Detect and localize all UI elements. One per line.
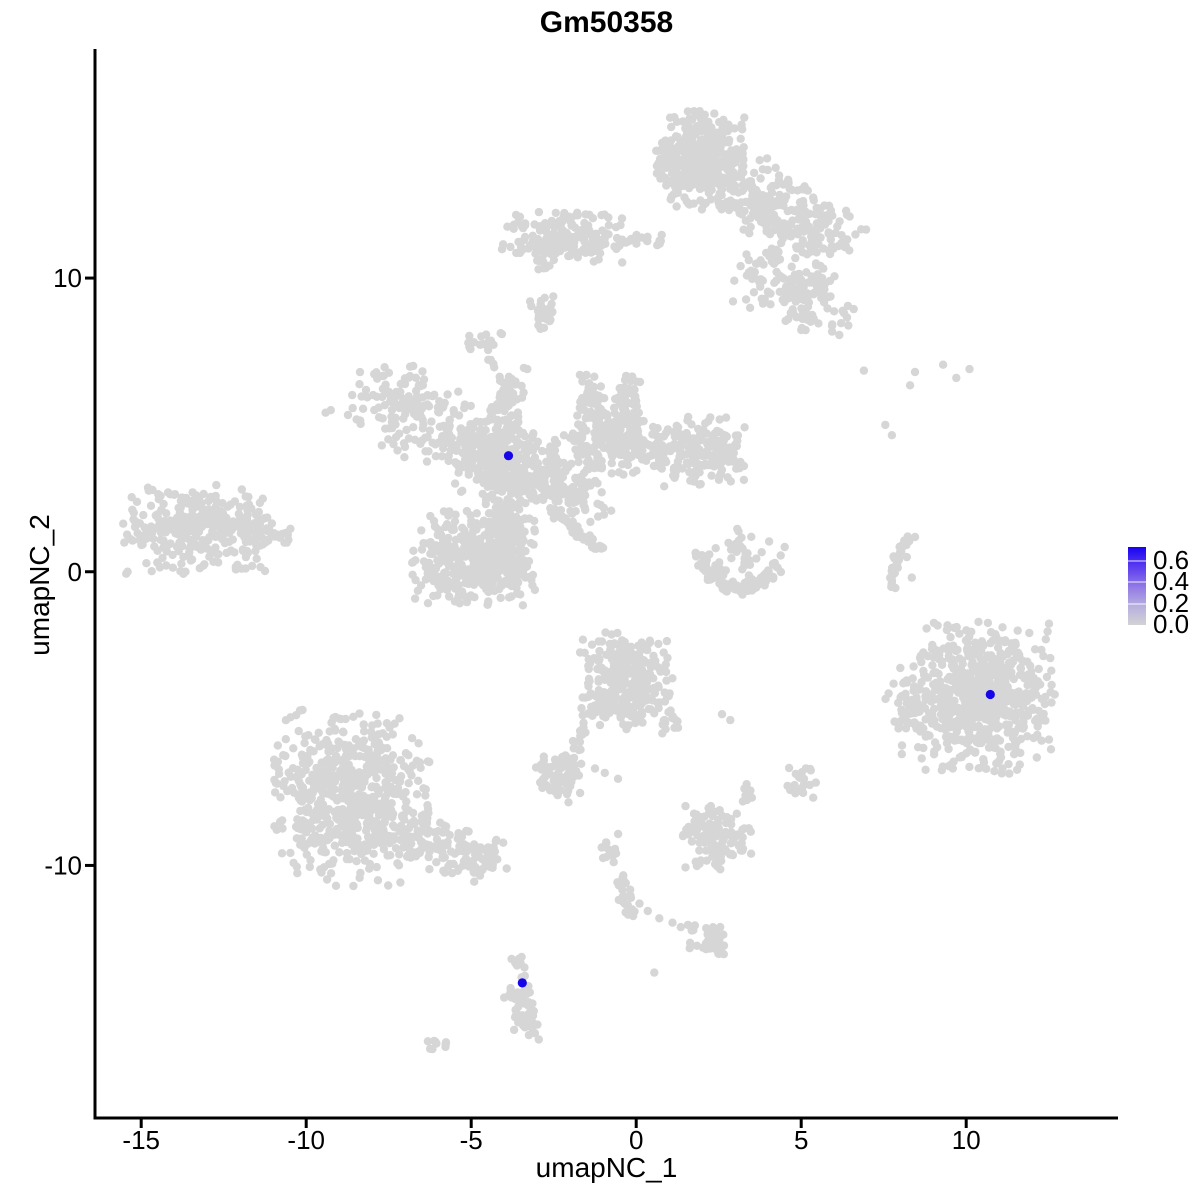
legend-tick-label: 0.0 — [1153, 609, 1190, 639]
legend-tick-label: 0.6 — [1153, 545, 1190, 575]
legend-tick-label: 0.4 — [1153, 566, 1190, 597]
y-axis-label: umapNC_2 — [24, 514, 55, 656]
plot-title: Gm50358 — [539, 6, 674, 39]
highlight-point — [985, 689, 995, 700]
colorbar-notch — [1128, 581, 1146, 584]
colorbar-legend: 0.0 0.2 0.4 0.6 — [1128, 540, 1200, 640]
y-tick-label: 0 — [68, 557, 82, 587]
highlight-point — [503, 451, 514, 461]
highlight-point — [517, 978, 527, 988]
y-tick-label: -10 — [44, 850, 82, 880]
x-tick-label: -5 — [460, 1125, 483, 1155]
x-tick-label: -15 — [122, 1125, 160, 1155]
x-tick-label: 0 — [629, 1125, 643, 1155]
x-tick-label: -10 — [287, 1125, 325, 1155]
x-tick-label: 5 — [794, 1125, 808, 1155]
colorbar-gradient — [1128, 547, 1146, 625]
colorbar-notch — [1128, 560, 1146, 562]
points-layer — [119, 107, 1059, 1054]
legend-tick-label: 0.2 — [1153, 587, 1190, 618]
colorbar-notch — [1128, 602, 1146, 605]
highlight-points-layer — [503, 451, 995, 988]
x-axis-label: umapNC_1 — [535, 1152, 678, 1183]
axes: -15 -10 -5 0 5 10 -10 0 10 — [44, 49, 1118, 1155]
x-tick-label: 10 — [952, 1125, 981, 1155]
y-tick-label: 10 — [53, 263, 82, 293]
